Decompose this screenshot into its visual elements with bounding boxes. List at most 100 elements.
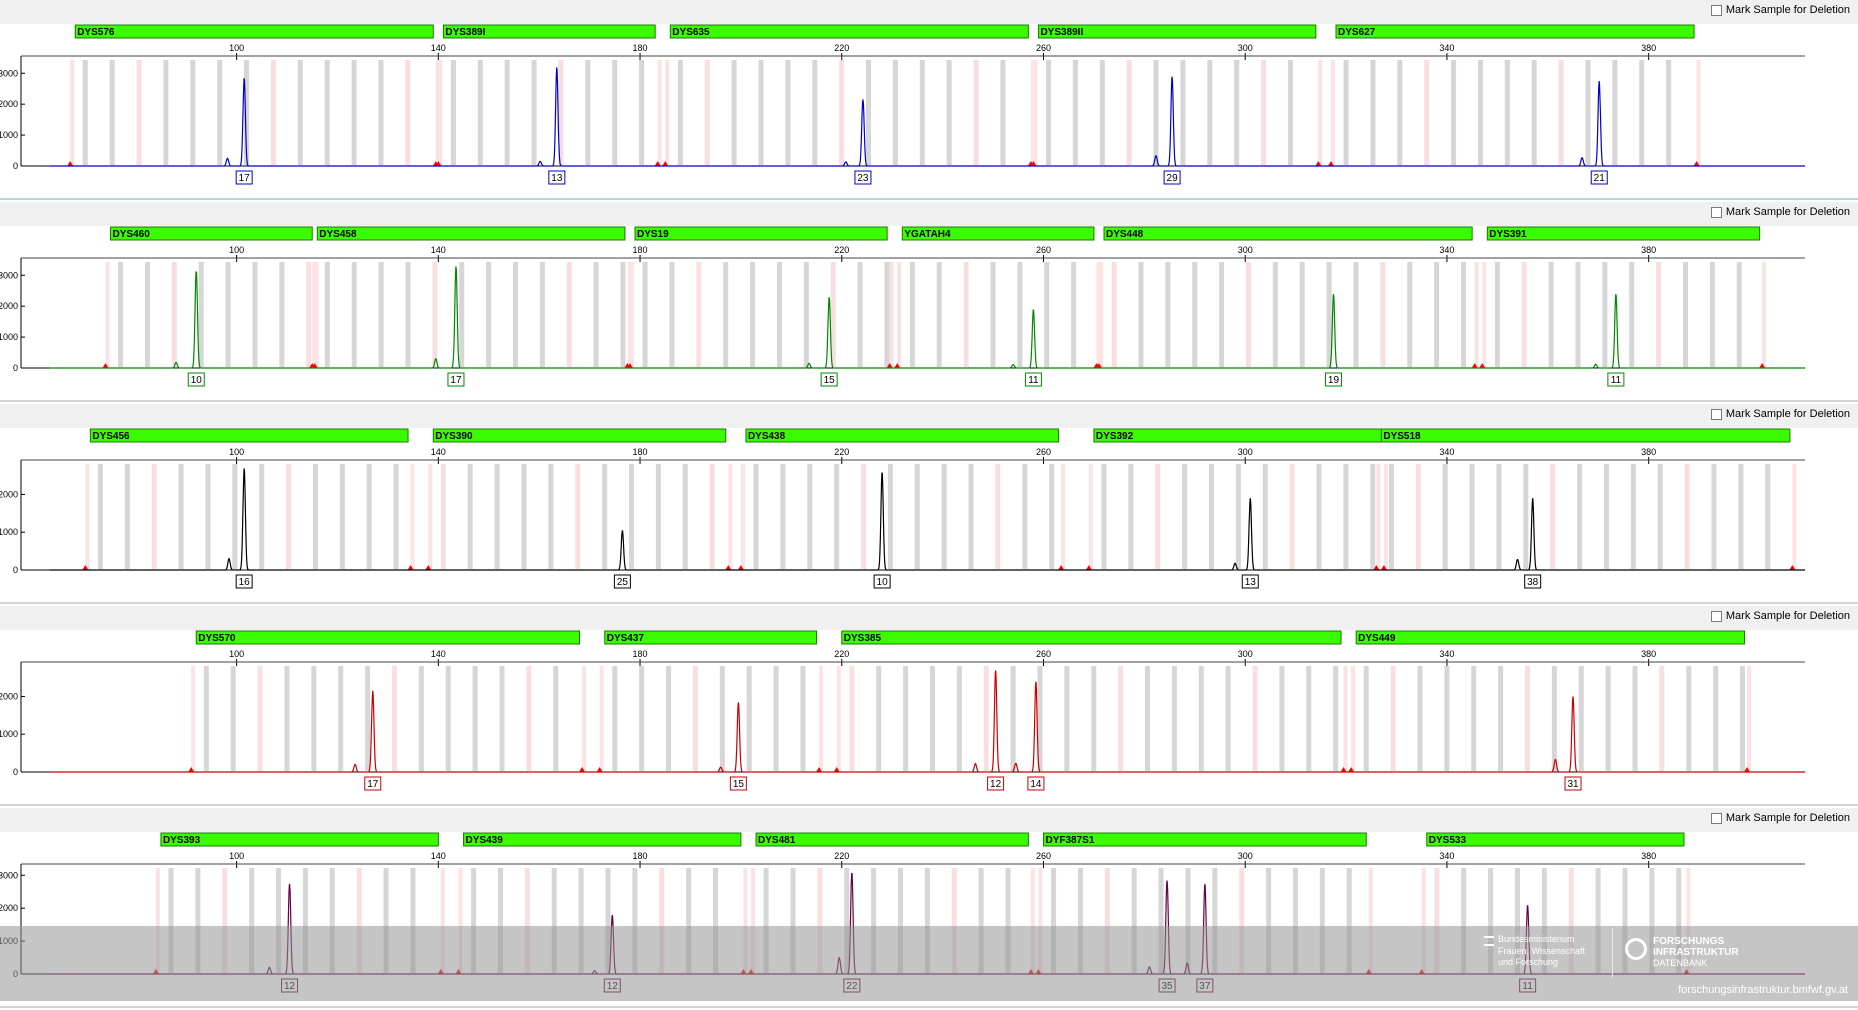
checkbox-icon[interactable] (1710, 206, 1722, 218)
marker-name: DYS448 (1106, 229, 1144, 240)
marker-range-bar[interactable] (1426, 832, 1685, 847)
checkbox-icon[interactable] (1710, 4, 1722, 16)
allele-bin (190, 60, 196, 165)
allele-call-label: 12 (990, 779, 1002, 790)
allele-bin (844, 868, 850, 973)
allele-call-box[interactable] (447, 372, 465, 387)
allele-bin (1138, 262, 1144, 367)
marker-range-bar[interactable] (316, 226, 626, 241)
allele-bin (504, 60, 510, 165)
marker-range-bar[interactable] (1335, 24, 1695, 39)
allele-bin (704, 60, 710, 165)
marker-range-bar[interactable] (89, 428, 409, 443)
allele-call-box[interactable] (1607, 372, 1625, 387)
marker-range-bar[interactable] (1103, 226, 1473, 241)
allele-call-box[interactable] (1324, 372, 1342, 387)
allele-bin (1709, 262, 1715, 367)
marker-range-bar[interactable] (442, 24, 656, 39)
allele-call-box[interactable] (1027, 776, 1045, 791)
allele-bin (956, 666, 962, 771)
size-standard-marker (67, 161, 74, 166)
checkbox-icon[interactable] (1710, 610, 1722, 622)
allele-call-label: 31 (1567, 779, 1579, 790)
virtual-bin (599, 666, 604, 771)
x-tick-label: 220 (834, 851, 849, 861)
x-tick-label: 300 (1238, 43, 1253, 53)
allele-bin (686, 868, 692, 973)
marker-range-bar[interactable] (432, 428, 727, 443)
allele-call-box[interactable] (854, 170, 872, 185)
allele-call-box[interactable] (1590, 170, 1608, 185)
y-tick-label: 2000 (0, 99, 18, 109)
allele-bin (1111, 262, 1117, 367)
allele-call-box[interactable] (1163, 170, 1181, 185)
y-tick-label: 1000 (0, 729, 18, 739)
mark-deletion-checkbox[interactable]: Mark Sample for Deletion (1710, 206, 1850, 218)
marker-range-bar[interactable] (1380, 428, 1791, 443)
marker-range-bar[interactable] (110, 226, 313, 241)
allele-call-box[interactable] (1524, 574, 1542, 589)
virtual-bin (743, 868, 748, 973)
allele-call-box[interactable] (729, 776, 747, 791)
mark-deletion-checkbox[interactable]: Mark Sample for Deletion (1710, 408, 1850, 420)
marker-range-bar[interactable] (634, 226, 888, 241)
size-standard-marker (894, 363, 901, 368)
marker-range-bar[interactable] (1042, 832, 1367, 847)
allele-call-label: 25 (617, 577, 629, 588)
checkbox-icon[interactable] (1710, 812, 1722, 824)
allele-bin (1370, 464, 1376, 569)
allele-call-box[interactable] (187, 372, 205, 387)
mark-deletion-label: Mark Sample for Deletion (1725, 408, 1850, 420)
allele-call-box[interactable] (1024, 372, 1042, 387)
allele-call-box[interactable] (1564, 776, 1582, 791)
allele-call-box[interactable] (1241, 574, 1259, 589)
x-tick-label: 100 (229, 447, 244, 457)
allele-bin (497, 868, 503, 973)
checkbox-icon[interactable] (1710, 408, 1722, 420)
size-standard-marker (886, 363, 893, 368)
allele-call-box[interactable] (987, 776, 1005, 791)
virtual-bin (155, 868, 160, 973)
mark-deletion-checkbox[interactable]: Mark Sample for Deletion (1710, 4, 1850, 16)
mark-deletion-checkbox[interactable]: Mark Sample for Deletion (1710, 610, 1850, 622)
allele-call-box[interactable] (235, 574, 253, 589)
allele-bin (124, 464, 130, 569)
marker-range-bar[interactable] (1486, 226, 1761, 241)
marker-range-bar[interactable] (604, 630, 818, 645)
marker-range-bar[interactable] (1093, 428, 1382, 443)
marker-range-bar[interactable] (755, 832, 1029, 847)
marker-range-bar[interactable] (160, 832, 439, 847)
allele-bin (1071, 262, 1077, 367)
allele-call-box[interactable] (613, 574, 631, 589)
marker-range-bar[interactable] (1355, 630, 1745, 645)
allele-call-box[interactable] (548, 170, 566, 185)
marker-name: DYS439 (466, 835, 504, 846)
allele-call-label: 14 (1030, 779, 1042, 790)
allele-call-box[interactable] (820, 372, 838, 387)
marker-range-bar[interactable] (669, 24, 1029, 39)
mark-deletion-checkbox[interactable]: Mark Sample for Deletion (1710, 812, 1850, 824)
allele-bin (1514, 868, 1520, 973)
size-standard-marker (1373, 565, 1380, 570)
allele-call-box[interactable] (873, 574, 891, 589)
allele-bin (1118, 666, 1124, 771)
virtual-bin (1747, 666, 1752, 771)
allele-call-box[interactable] (235, 170, 253, 185)
marker-range-bar[interactable] (841, 630, 1342, 645)
footer-url[interactable]: forschungsinfrastruktur.bmfwf.gv.at (1678, 984, 1848, 996)
marker-range-bar[interactable] (463, 832, 742, 847)
marker-range-bar[interactable] (1037, 24, 1317, 39)
allele-bin (946, 60, 952, 165)
allele-bin (914, 464, 920, 569)
allele-bin (551, 868, 557, 973)
marker-range-bar[interactable] (745, 428, 1060, 443)
marker-range-bar[interactable] (74, 24, 434, 39)
marker-range-bar[interactable] (195, 630, 581, 645)
allele-bin (230, 666, 236, 771)
marker-range-bar[interactable] (901, 226, 1095, 241)
allele-call-box[interactable] (364, 776, 382, 791)
allele-bin (1077, 868, 1083, 973)
virtual-bin (836, 666, 841, 771)
org-line-3: und Forschung (1498, 957, 1559, 967)
x-tick-label: 100 (229, 851, 244, 861)
